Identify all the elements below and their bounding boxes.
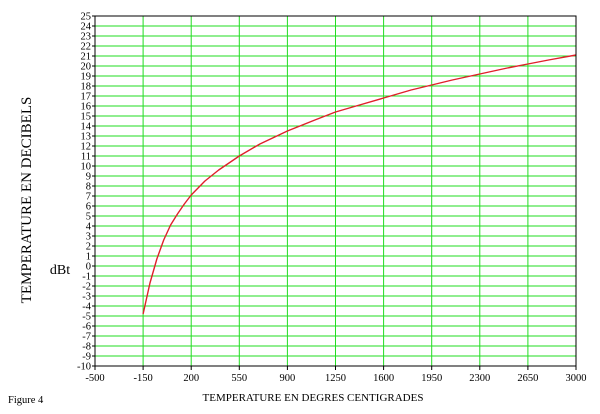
y-tick-label: -1 (82, 272, 91, 283)
y-tick-label: 5 (86, 212, 91, 223)
x-tick-label: 1250 (325, 373, 346, 384)
y-tick-label: 23 (81, 32, 92, 43)
x-tick-label: 3000 (566, 373, 587, 384)
y-tick-label: 4 (86, 222, 92, 233)
y-tick-label: 9 (86, 172, 91, 183)
y-tick-label: 22 (81, 42, 92, 53)
x-tick-label: -150 (133, 373, 152, 384)
y-tick-label: 15 (81, 112, 92, 123)
x-tick-label: -500 (85, 373, 104, 384)
y-tick-labels: -10-9-8-7-6-5-4-3-2-10123456789101112131… (77, 12, 92, 373)
x-tick-label: 900 (280, 373, 296, 384)
x-tick-label: 2300 (469, 373, 490, 384)
y-tick-label: 0 (86, 262, 91, 273)
y-tick-label: -7 (82, 332, 91, 343)
y-tick-label: 18 (81, 82, 92, 93)
y-tick-label: 13 (81, 132, 92, 143)
y-tick-label: 14 (81, 122, 92, 133)
series-line-layer (142, 54, 577, 315)
y-tick-label: 10 (81, 162, 92, 173)
y-tick-label: 6 (86, 202, 91, 213)
x-tick-label: 1950 (421, 373, 442, 384)
x-tick-labels: -500 -150 200 550 900 1250 1600 1950 2300 2650 300… (85, 373, 586, 384)
y-tick-label: 25 (81, 12, 92, 23)
y-tick-label: 8 (86, 182, 91, 193)
y-tick-label: 1 (86, 252, 91, 263)
figure-label: Figure 4 (8, 395, 44, 406)
y-axis-label: TEMPERATURE EN DECIBELS (19, 97, 35, 304)
y-tick-label: -2 (82, 282, 91, 293)
y-tick-label: 21 (81, 52, 92, 63)
y-tick-label: 17 (81, 92, 92, 103)
x-tick-label: 1600 (373, 373, 394, 384)
unit-label: dBt (50, 263, 70, 278)
y-tick-label: -9 (82, 352, 91, 363)
x-tick-label: 2650 (517, 373, 538, 384)
y-tick-label: -5 (82, 312, 91, 323)
x-tick-label: 550 (231, 373, 247, 384)
y-tick-label: 16 (81, 102, 92, 113)
y-tick-label: -10 (77, 362, 91, 373)
y-tick-label: 3 (86, 232, 91, 243)
y-tick-label: 12 (81, 142, 92, 153)
y-tick-label: 7 (86, 192, 91, 203)
y-tick-label: 2 (86, 242, 91, 253)
y-tick-label: 20 (81, 62, 92, 73)
y-tick-label: -6 (82, 322, 91, 333)
y-tick-label: -4 (82, 302, 91, 313)
y-tick-label: 19 (81, 72, 92, 83)
y-tick-label: -3 (82, 292, 91, 303)
y-tick-label: -8 (82, 342, 91, 353)
x-axis-label: TEMPERATURE EN DEGRES CENTIGRADES (203, 392, 424, 404)
y-tick-label: 11 (81, 152, 91, 163)
series-line (142, 54, 577, 315)
plot-frame (94, 15, 577, 367)
x-tick-label: 200 (183, 373, 199, 384)
y-tick-label: 24 (81, 22, 92, 33)
